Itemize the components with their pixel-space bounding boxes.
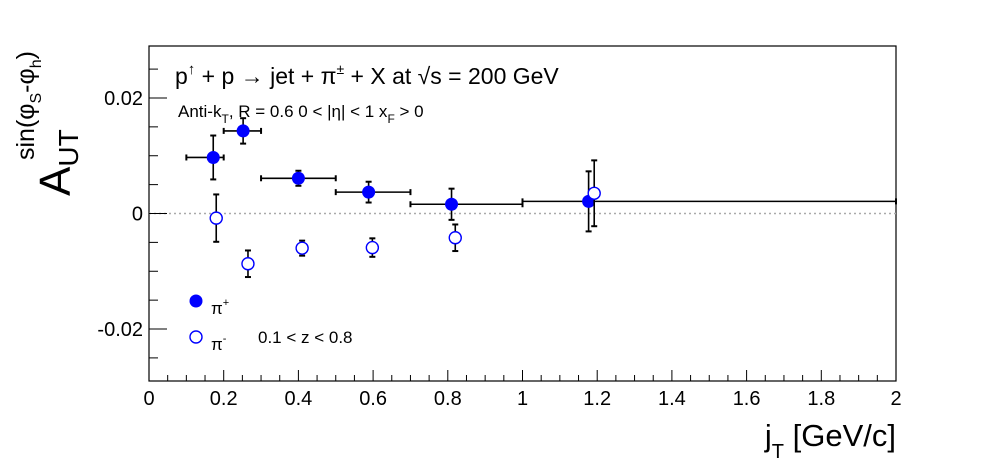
chart-subtitle: Anti-kT, R = 0.6 0 < |η| < 1 xF > 0	[178, 102, 424, 126]
x-tick-label: 0.6	[359, 388, 387, 410]
y-tick-label: -0.02	[97, 319, 143, 341]
data-point-pi-minus	[295, 241, 309, 255]
x-tick-label: 1	[517, 388, 528, 410]
x-axis-title: jT [GeV/c]	[764, 418, 896, 463]
legend-marker-pi-minus	[189, 330, 203, 344]
series-pi-minus	[209, 159, 601, 279]
x-tick-label: 0.8	[434, 388, 462, 410]
data-point-pi-plus	[362, 185, 376, 199]
data-point-pi-minus	[587, 186, 601, 200]
x-tick-label: 0	[143, 388, 154, 410]
y-tick-label: 0.02	[104, 88, 143, 110]
chart-title: p↑ + p → jet + π± + X at √s = 200 GeV	[175, 61, 559, 89]
data-point-pi-plus	[206, 150, 220, 164]
data-point-pi-minus	[209, 211, 223, 225]
series-pi-plus	[185, 117, 897, 233]
x-tick-label: 1.2	[583, 388, 611, 410]
data-point-pi-minus	[365, 240, 380, 255]
x-tick-label: 1.4	[658, 388, 686, 410]
x-axis-ticks: 0 0.2 0.4 0.6 0.8 1 1.2 1.4 1.6 1.8 2	[143, 370, 902, 410]
x-tick-label: 1.6	[733, 388, 761, 410]
data-point-pi-plus	[291, 171, 305, 185]
y-axis-title: AUT sin(φS-φh)	[12, 51, 84, 196]
data-point-pi-minus	[448, 231, 462, 245]
x-tick-label: 0.2	[210, 388, 238, 410]
x-tick-label: 0.4	[284, 388, 312, 410]
data-point-pi-plus	[445, 197, 459, 211]
legend-marker-pi-plus	[189, 294, 203, 308]
data-point-pi-plus	[236, 124, 250, 138]
z-range-annotation: 0.1 < z < 0.8	[258, 328, 353, 347]
x-tick-label: 2	[890, 388, 901, 410]
data-points	[185, 117, 897, 279]
x-tick-label: 1.8	[807, 388, 835, 410]
y-tick-label: 0	[132, 204, 143, 226]
legend: π+ π- 0.1 < z < 0.8	[189, 294, 353, 354]
data-point-pi-minus	[241, 257, 255, 271]
svg-text:sin(φS-φh): sin(φS-φh)	[12, 51, 45, 160]
y-axis-ticks: -0.02 0 0.02	[97, 68, 167, 359]
legend-label-pi-minus: π-	[211, 333, 227, 354]
svg-text:AUT: AUT	[31, 129, 84, 196]
legend-label-pi-plus: π+	[211, 297, 229, 318]
